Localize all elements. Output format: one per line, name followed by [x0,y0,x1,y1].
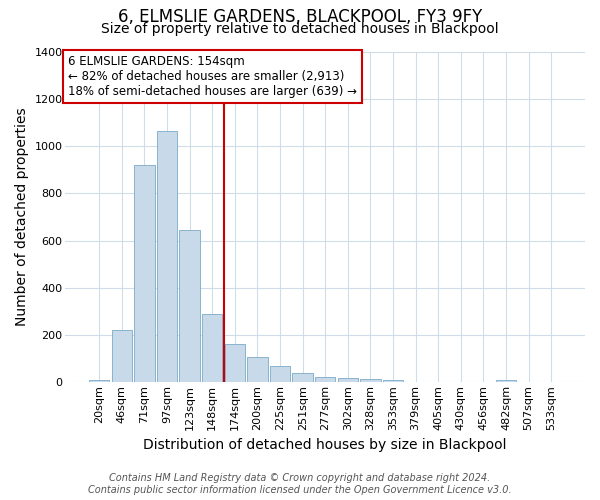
Bar [315,377,335,382]
Bar [360,380,380,382]
Bar [292,374,313,382]
Text: Size of property relative to detached houses in Blackpool: Size of property relative to detached ho… [101,22,499,36]
Bar [179,230,200,382]
Bar [89,380,109,382]
Y-axis label: Number of detached properties: Number of detached properties [15,108,29,326]
Bar [247,357,268,382]
Bar [383,380,403,382]
X-axis label: Distribution of detached houses by size in Blackpool: Distribution of detached houses by size … [143,438,507,452]
Bar [224,344,245,383]
Text: 6, ELMSLIE GARDENS, BLACKPOOL, FY3 9FY: 6, ELMSLIE GARDENS, BLACKPOOL, FY3 9FY [118,8,482,26]
Text: Contains HM Land Registry data © Crown copyright and database right 2024.
Contai: Contains HM Land Registry data © Crown c… [88,474,512,495]
Bar [270,366,290,382]
Text: 6 ELMSLIE GARDENS: 154sqm
← 82% of detached houses are smaller (2,913)
18% of se: 6 ELMSLIE GARDENS: 154sqm ← 82% of detac… [68,55,357,98]
Bar [157,130,177,382]
Bar [496,380,516,382]
Bar [134,165,155,382]
Bar [338,378,358,382]
Bar [202,314,223,382]
Bar [112,330,132,382]
